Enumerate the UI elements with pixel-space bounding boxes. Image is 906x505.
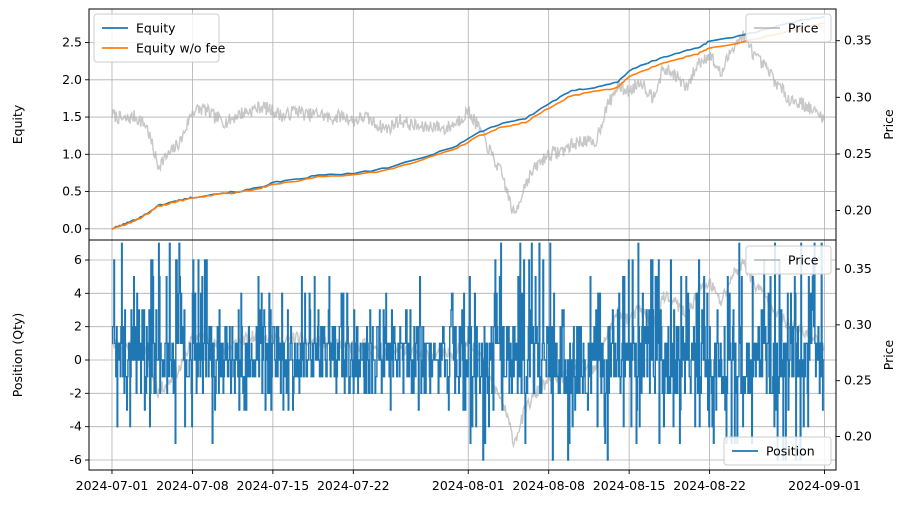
legend-label: Equity w/o fee xyxy=(136,41,226,56)
legend-price: Price xyxy=(745,13,832,43)
legend-label: Position xyxy=(766,444,815,459)
position-panel: -6 -4 -2 0 2 4 6 0.20 0.25 0.30 0.35 2024-07-01 2024… xyxy=(10,239,896,493)
y2-axis-label: Price xyxy=(881,339,896,370)
y-tick-label: 1.0 xyxy=(62,146,82,161)
legend-price: Price xyxy=(745,245,832,275)
x-tick-label: 2024-09-01 xyxy=(788,478,861,493)
y-tick-label: -2 xyxy=(70,385,82,400)
y-tick-label: 2 xyxy=(74,319,82,334)
y-tick-label: 0.0 xyxy=(62,221,82,236)
y-tick-label: 0 xyxy=(74,352,82,367)
x-tick-label: 2024-07-08 xyxy=(156,478,229,493)
y2-tick-label: 0.30 xyxy=(844,89,872,104)
equity-panel: 0.0 0.5 1.0 1.5 2.0 2.5 0.20 0.25 0.30 0.35 Equity… xyxy=(10,8,896,241)
y-tick-label: 6 xyxy=(74,252,82,267)
y2-tick-label: 0.25 xyxy=(844,373,872,388)
y2-axis-label: Price xyxy=(881,109,896,140)
axes-frame xyxy=(88,239,837,471)
y-tick-label: 0.5 xyxy=(62,184,82,199)
x-tick-label: 2024-07-01 xyxy=(76,478,149,493)
legend-box xyxy=(745,13,832,43)
y2-tick-label: 0.35 xyxy=(844,33,872,48)
y-tick-label: 2.0 xyxy=(62,72,82,87)
x-tick-label: 2024-07-22 xyxy=(317,478,390,493)
x-tick-label: 2024-08-22 xyxy=(673,478,746,493)
y2-tick-label: 0.20 xyxy=(844,429,872,444)
plot-area xyxy=(111,242,826,461)
plot-area xyxy=(111,15,826,230)
price-series-line xyxy=(111,30,826,215)
legend-label: Equity xyxy=(136,21,176,36)
legend-box xyxy=(93,13,220,63)
legend-equity: Equity Equity w/o fee xyxy=(93,13,226,63)
equity-series-line xyxy=(111,15,825,230)
y-tick-label: 1.5 xyxy=(62,109,82,124)
y-tick-label: -6 xyxy=(70,452,83,467)
x-tick-label: 2024-08-15 xyxy=(593,478,666,493)
legend-box xyxy=(745,245,832,275)
x-tick-label: 2024-08-08 xyxy=(512,478,585,493)
y2-tick-label: 0.25 xyxy=(844,146,872,161)
y-tick-label: 2.5 xyxy=(62,35,82,50)
y-tick-label: -4 xyxy=(70,419,83,434)
y-axis-label: Position (Qty) xyxy=(10,313,25,398)
y2-tick-label: 0.20 xyxy=(844,203,872,218)
y2-tick-label: 0.35 xyxy=(844,261,872,276)
y-axis-label: Equity xyxy=(10,104,25,144)
legend-label: Price xyxy=(788,21,819,36)
x-tick-label: 2024-07-15 xyxy=(237,478,310,493)
legend-label: Price xyxy=(788,253,819,268)
y2-tick-label: 0.30 xyxy=(844,317,872,332)
legend-box xyxy=(723,436,832,466)
legend-position: Position xyxy=(723,436,832,466)
x-tick-label: 2024-08-01 xyxy=(432,478,505,493)
equity-series-line xyxy=(111,22,825,230)
position-series-line xyxy=(111,242,825,461)
y-tick-label: 4 xyxy=(74,285,82,300)
